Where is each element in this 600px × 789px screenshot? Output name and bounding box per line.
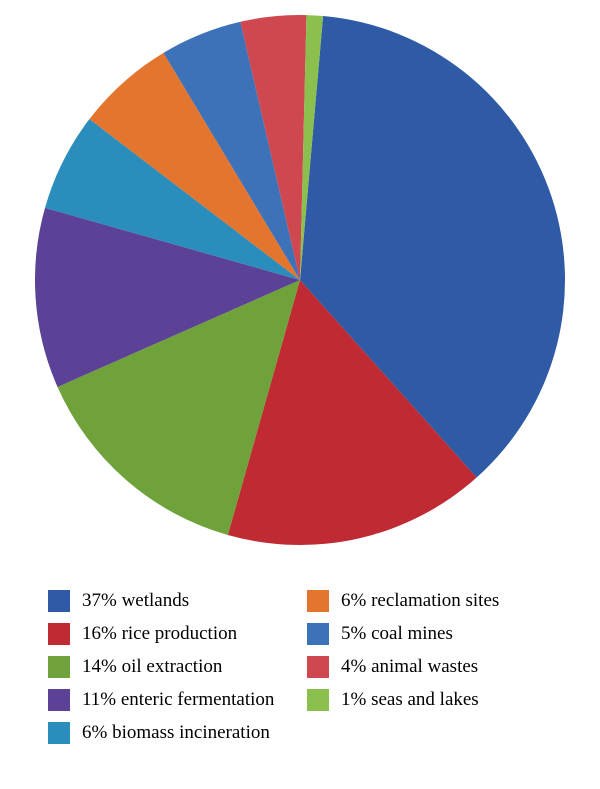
legend-label: 6% biomass incineration — [82, 723, 270, 744]
legend-label: 16% rice production — [82, 624, 237, 645]
legend-item: 1% seas and lakes — [307, 689, 558, 711]
legend-item: 11% enteric fermentation — [48, 689, 299, 711]
legend-item: 5% coal mines — [307, 623, 558, 645]
legend-swatch — [307, 623, 329, 645]
legend-label: 37% wetlands — [82, 591, 189, 612]
legend-item: 4% animal wastes — [307, 656, 558, 678]
legend-label: 4% animal wastes — [341, 657, 478, 678]
legend-swatch — [307, 689, 329, 711]
pie-svg — [35, 15, 565, 545]
legend-label: 5% coal mines — [341, 624, 453, 645]
legend-swatch — [48, 590, 70, 612]
legend-item: 6% reclamation sites — [307, 590, 558, 612]
legend-label: 14% oil extraction — [82, 657, 222, 678]
legend-swatch — [48, 623, 70, 645]
legend-item: 6% biomass incineration — [48, 722, 299, 744]
legend-label: 6% reclamation sites — [341, 591, 499, 612]
legend-swatch — [48, 656, 70, 678]
legend-swatch — [48, 722, 70, 744]
figure: 37% wetlands 16% rice production 14% oil e… — [0, 0, 600, 789]
legend-item: 14% oil extraction — [48, 656, 299, 678]
legend-label: 1% seas and lakes — [341, 690, 479, 711]
pie-chart — [0, 0, 600, 560]
legend-item: 16% rice production — [48, 623, 299, 645]
legend-swatch — [48, 689, 70, 711]
legend: 37% wetlands 16% rice production 14% oil e… — [48, 590, 558, 744]
legend-item: 37% wetlands — [48, 590, 299, 612]
legend-label: 11% enteric fermentation — [82, 690, 274, 711]
legend-swatch — [307, 590, 329, 612]
legend-swatch — [307, 656, 329, 678]
